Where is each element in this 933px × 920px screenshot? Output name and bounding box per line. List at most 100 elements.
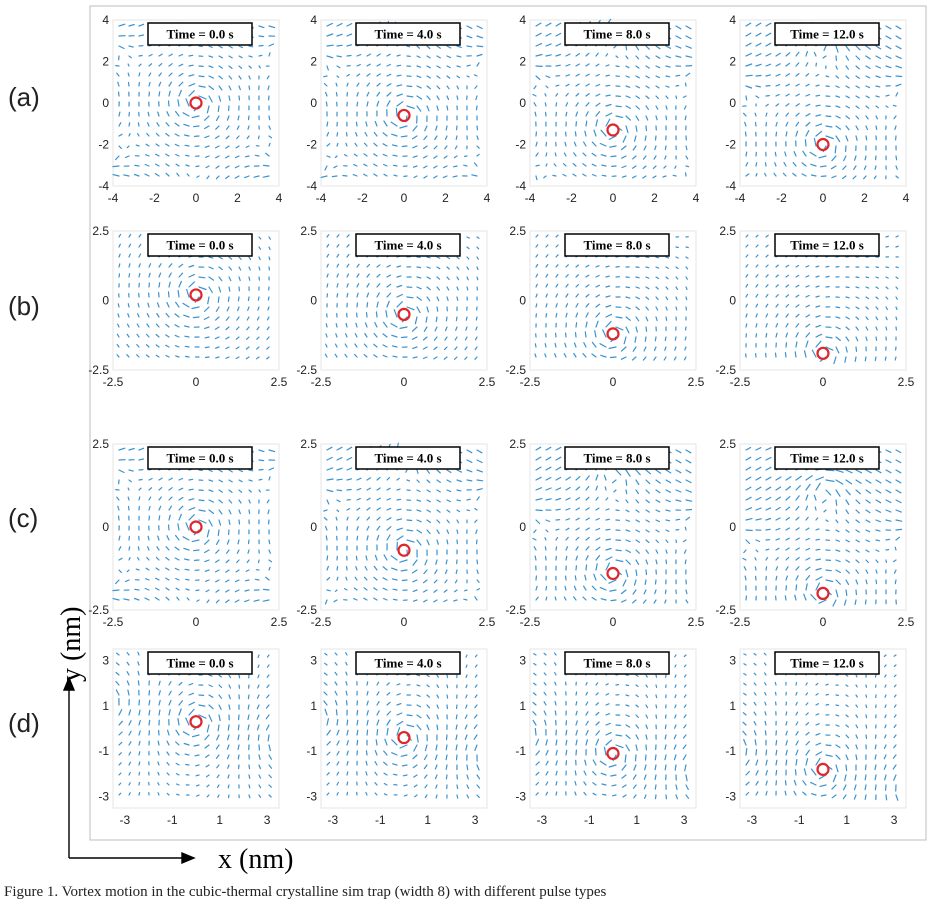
quiver-arrow [632,589,637,595]
quiver-arrow [227,734,230,741]
quiver-arrow [795,730,799,736]
quiver-arrow [145,567,150,571]
quiver-arrow [795,121,800,127]
quiver-arrow [165,312,170,318]
quiver-arrow [635,85,641,89]
quiver-arrow [765,486,772,491]
quiver-arrow [815,275,820,278]
quiver-arrow [175,773,180,776]
quiver-arrow [168,72,173,77]
quiver-arrow [633,794,637,799]
quiver-arrow [182,302,190,308]
quiver-arrow [454,579,458,584]
quiver-arrow [855,45,861,51]
quiver-arrow [855,316,860,320]
quiver-arrow [745,151,748,157]
quiver-arrow [346,446,353,451]
x-tick-label: 2.5 [271,375,288,389]
quiver-arrow [247,115,250,121]
quiver-arrow [138,730,141,736]
quiver-arrow [476,145,480,149]
quiver-arrow [466,794,470,799]
quiver-arrow [885,326,888,331]
quiver-arrow [326,499,330,505]
quiver-arrow [885,75,892,78]
quiver-arrow [775,294,779,298]
quiver-arrow [795,341,798,348]
quiver-arrow [565,274,569,278]
quiver-arrow [128,730,132,736]
quiver-arrow [545,781,549,786]
quiver-arrow [128,447,135,451]
quiver-arrow [682,95,687,99]
quiver-arrow [335,709,338,716]
quiver-arrow [853,155,857,161]
quiver-arrow [217,105,220,113]
quiver-arrow [621,774,627,779]
quiver-arrow [326,792,330,796]
quiver-arrow [774,352,777,358]
quiver-arrow [855,734,859,739]
quiver-arrow [845,469,853,474]
quiver-arrow [895,75,903,78]
quiver-arrow [631,175,637,179]
quiver-arrow [555,749,558,756]
quiver-arrow [595,320,599,328]
quiver-arrow [135,568,140,571]
quiver-arrow [376,700,380,706]
quiver-arrow [176,172,180,177]
quiver-arrow [685,449,692,454]
x-tick-label: 2.5 [479,615,496,629]
quiver-arrow [585,681,588,686]
quiver-arrow [178,681,183,686]
quiver-arrow [455,326,458,331]
x-tick-label: 4 [484,191,491,205]
quiver-arrow [823,45,827,52]
quiver-arrow [184,558,190,561]
quiver-arrow [334,690,338,696]
quiver-arrow [682,744,687,750]
quiver-arrow [423,145,428,150]
quiver-arrow [436,469,441,474]
quiver-arrow [831,794,837,799]
quiver-arrow [584,759,587,766]
quiver-arrow [595,303,601,308]
quiver-arrow [585,739,589,746]
quiver-arrow [805,505,809,511]
quiver-arrow [424,774,428,779]
quiver-arrow [563,353,567,358]
quiver-arrow [366,53,371,57]
quiver-arrow [821,499,827,504]
quiver-arrow [815,315,821,318]
quiver-arrow [386,83,392,87]
quiver-arrow [234,589,240,593]
quiver-arrow [805,722,810,726]
quiver-arrow [603,474,607,481]
quiver-arrow [645,509,650,513]
quiver-arrow [466,449,473,454]
quiver-arrow [855,714,859,719]
quiver-arrow [416,55,421,59]
quiver-arrow [353,597,358,601]
quiver-arrow [456,55,462,58]
quiver-arrow [533,529,537,534]
quiver-arrow [155,344,160,348]
quiver-arrow [474,674,478,678]
quiver-arrow [805,121,811,127]
quiver-arrow [835,95,841,98]
y-tick-label: -2.5 [505,603,526,617]
quiver-arrow [755,172,758,177]
quiver-arrow [565,527,570,531]
quiver-arrow [443,599,448,603]
quiver-arrow [225,326,230,331]
quiver-arrow [128,741,132,746]
quiver-arrow [466,509,470,512]
quiver-arrow [895,92,899,97]
quiver-arrow [155,587,160,591]
y-tick-label: -2.5 [88,363,109,377]
quiver-arrow [326,243,330,248]
quiver-arrow [795,721,799,726]
quiver-arrow [476,276,479,281]
quiver-arrow [396,101,404,107]
quiver-arrow [895,469,902,474]
